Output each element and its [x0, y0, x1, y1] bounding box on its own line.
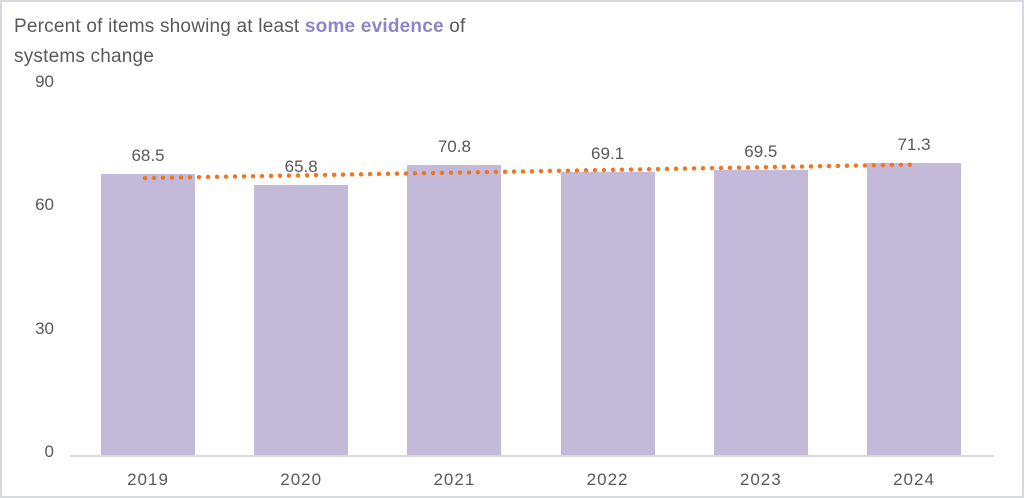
- bar-value-label: 69.5: [744, 142, 778, 162]
- bar-value-label: 65.8: [284, 157, 318, 177]
- x-axis-label: 2024: [893, 470, 935, 489]
- bar-value-label: 71.3: [897, 134, 931, 154]
- x-axis-label: 2023: [739, 470, 782, 489]
- bar-2022: [560, 171, 655, 456]
- bar-2019: [101, 174, 195, 456]
- chart-title: Percent of items showing at least some e…: [14, 12, 574, 72]
- bar-value-label: 70.8: [437, 136, 471, 156]
- y-axis-tick-label: 60: [35, 195, 54, 215]
- bar-2023: [713, 170, 808, 456]
- y-axis-tick-label: 0: [44, 442, 54, 461]
- chart-title-suffix: of: [443, 16, 466, 37]
- y-axis-tick-label: 30: [35, 318, 54, 338]
- bar-2021: [407, 164, 502, 456]
- chart-title-line2: systems change: [14, 46, 155, 67]
- x-axis-label: 2020: [280, 470, 323, 489]
- x-axis-label: 2019: [127, 470, 169, 489]
- y-axis-tick-label: 90: [35, 72, 54, 91]
- x-axis-label: 2021: [433, 470, 476, 489]
- bar-value-label: 68.5: [131, 146, 165, 166]
- x-axis-label: 2022: [586, 470, 629, 489]
- bar-value-label: 69.1: [591, 143, 625, 163]
- chart-title-prefix: Percent of items showing at least: [14, 16, 305, 37]
- bar-2024: [867, 162, 961, 456]
- chart-title-highlight: some evidence: [304, 16, 444, 37]
- bar-2020: [254, 185, 349, 456]
